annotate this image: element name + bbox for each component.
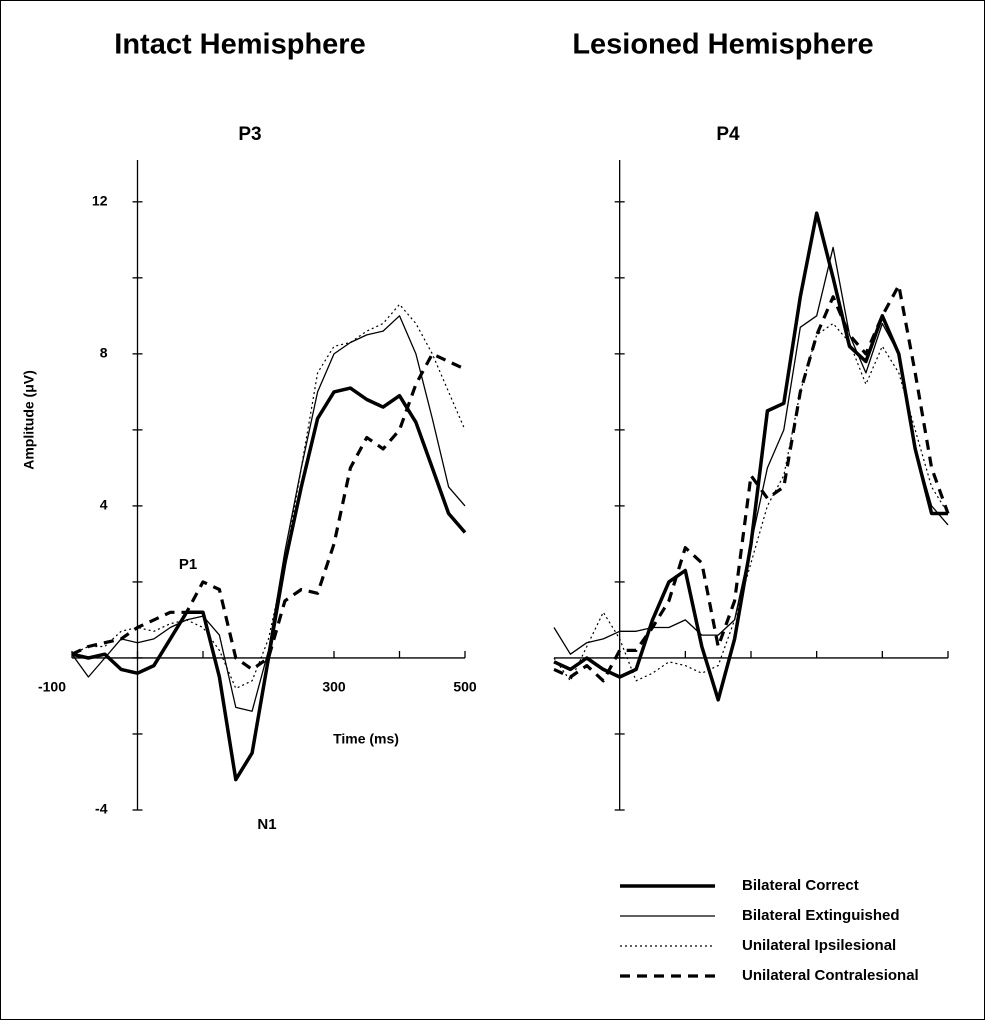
x-axis-label: Time (ms)	[333, 731, 399, 747]
y-axis-label: Amplitude (μV)	[21, 370, 37, 470]
legend-label: Unilateral Ipsilesional	[742, 937, 896, 954]
x-tick-label: 500	[453, 679, 477, 695]
waveform	[553, 322, 949, 682]
annotation: P1	[179, 556, 197, 573]
legend-label: Bilateral Extinguished	[742, 907, 900, 924]
y-tick-label: -4	[95, 801, 108, 817]
waveform	[71, 352, 466, 671]
x-tick-label: 300	[322, 679, 346, 695]
y-tick-label: 4	[100, 497, 108, 513]
waveform	[71, 386, 467, 782]
x-tick-label: -100	[38, 679, 66, 695]
panel-title: P4	[716, 124, 740, 145]
panel-heading: Intact Hemisphere	[114, 29, 365, 61]
legend-label: Bilateral Correct	[742, 877, 859, 894]
waveform	[553, 246, 949, 655]
panel-title: P3	[238, 124, 261, 145]
panel-heading: Lesioned Hemisphere	[572, 29, 873, 61]
waveform	[71, 303, 466, 689]
y-tick-label: 12	[92, 193, 108, 209]
annotation: N1	[257, 816, 276, 833]
waveform	[71, 315, 466, 712]
y-tick-label: 8	[100, 345, 108, 361]
legend-label: Unilateral Contralesional	[742, 967, 919, 984]
